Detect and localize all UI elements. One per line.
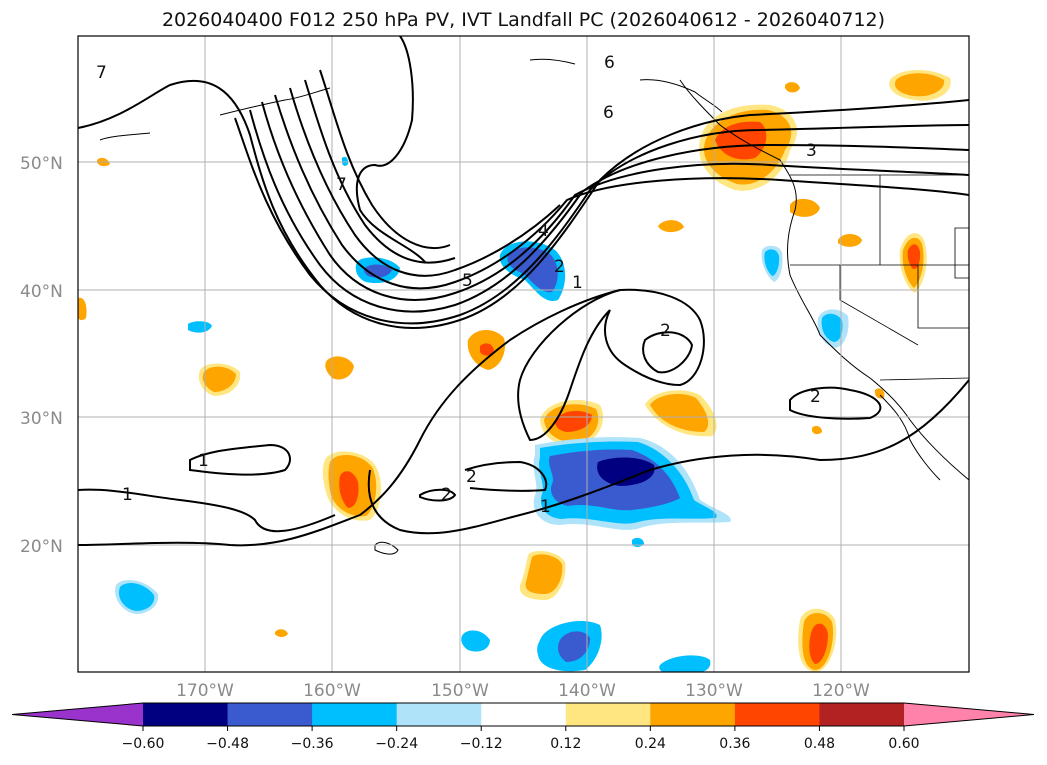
colorbar-tick-label: 0.12: [550, 736, 581, 752]
colorbar-tick-label: −0.24: [375, 736, 418, 752]
colorbar-tick-label: −0.36: [291, 736, 334, 752]
lat-label: 20°N: [20, 537, 63, 557]
colorbar-segment: [143, 703, 229, 726]
colorbar-tick-label: −0.12: [460, 736, 503, 752]
lon-label: 120°W: [812, 681, 870, 701]
colorbar-segment: [734, 703, 820, 726]
colorbar-tick-label: 0.36: [719, 736, 750, 752]
contour-label: 1: [198, 451, 209, 471]
lon-label: 150°W: [431, 681, 489, 701]
colorbar: −0.60 −0.48 −0.36 −0.24 −0.12 0.12 0.24 0.36 0.4…: [11, 702, 1035, 752]
lon-label: 170°W: [176, 681, 234, 701]
longitude-labels: 170°W 160°W 150°W 140°W 130°W 120°W: [176, 681, 870, 701]
contour-label: 6: [603, 103, 614, 123]
colorbar-segment: [819, 703, 905, 726]
contour-label: 1: [572, 273, 583, 293]
map-background: [78, 36, 969, 672]
anomaly-shading: [78, 69, 951, 672]
colorbar-segment: [396, 703, 482, 726]
contour-label: 7: [336, 175, 347, 195]
latitude-labels: 50°N 40°N 30°N 20°N: [20, 154, 63, 557]
colorbar-tick-label: 0.24: [635, 736, 666, 752]
coastlines: [99, 58, 969, 555]
lon-label: 160°W: [303, 681, 361, 701]
contour-label: 2: [810, 387, 821, 407]
contour-label: 4: [538, 221, 549, 241]
colorbar-tick-label: 0.48: [804, 736, 835, 752]
contour-label: 6: [604, 53, 615, 73]
contour-label: 7: [96, 63, 107, 83]
colorbar-segment: [481, 703, 567, 726]
colorbar-tick-label: 0.60: [888, 736, 919, 752]
lat-label: 40°N: [20, 282, 63, 302]
map-title: 2026040400 F012 250 hPa PV, IVT Landfall…: [161, 9, 886, 31]
lat-label: 50°N: [20, 154, 63, 174]
colorbar-tick-label: −0.60: [122, 736, 165, 752]
contour-labels: 3 6 6 4 2 1 5 7 7 2 2 1 1 2 2 1: [96, 53, 821, 517]
contour-label: 5: [462, 271, 473, 291]
contour-label: 1: [122, 485, 133, 505]
colorbar-segment: [650, 703, 736, 726]
contour-label: 2: [441, 485, 452, 505]
colorbar-segment: [227, 703, 313, 726]
contour-label: 2: [466, 467, 477, 487]
colorbar-tick-label: −0.48: [206, 736, 249, 752]
colorbar-segment: [565, 703, 651, 726]
lon-label: 140°W: [558, 681, 616, 701]
contour-label: 1: [540, 497, 551, 517]
contour-label: 3: [806, 141, 817, 161]
lon-label: 130°W: [685, 681, 743, 701]
contour-label: 2: [660, 321, 671, 341]
map-frame: [77, 35, 970, 673]
contour-label: 2: [554, 257, 565, 277]
colorbar-extend-low: [12, 703, 143, 726]
pv-contours: [78, 36, 969, 547]
political-borders: [790, 174, 969, 381]
colorbar-segment: [312, 703, 398, 726]
lat-label: 30°N: [20, 409, 63, 429]
colorbar-extend-high: [904, 703, 1034, 726]
